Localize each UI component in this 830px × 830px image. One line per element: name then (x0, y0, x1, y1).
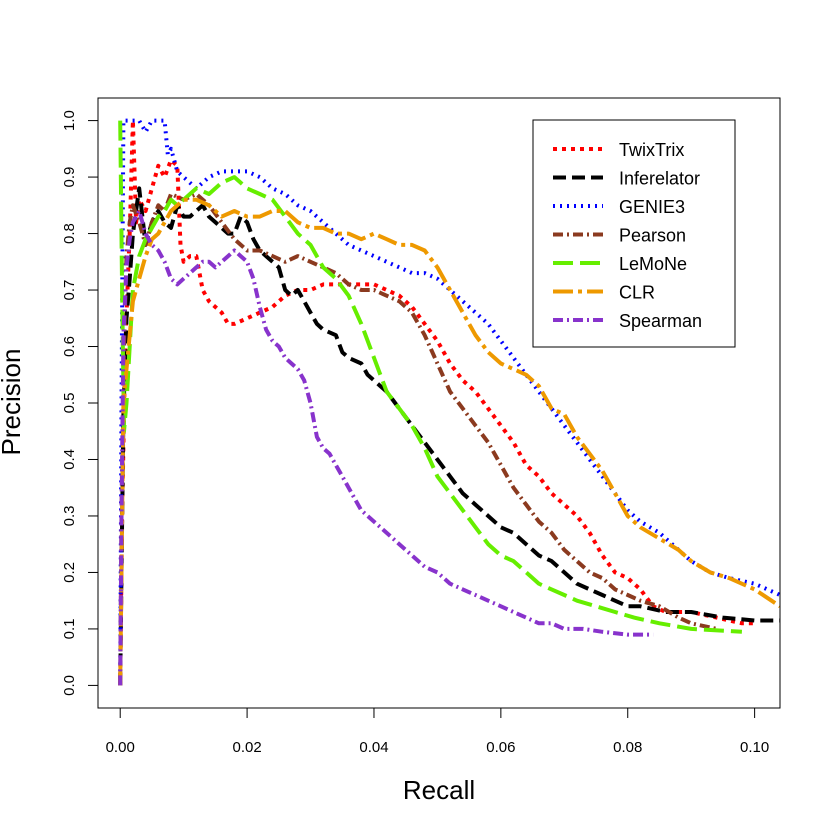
x-tick-label: 0.04 (359, 739, 388, 756)
y-tick-label: 0.4 (61, 449, 78, 470)
y-tick-label: 1.0 (61, 110, 78, 131)
y-axis-title: Precision (0, 349, 26, 456)
y-tick-label: 0.8 (61, 223, 78, 244)
x-tick-label: 0.02 (232, 739, 261, 756)
y-tick-label: 0.5 (61, 393, 78, 414)
y-tick-label: 0.0 (61, 675, 78, 696)
y-tick-label: 0.1 (61, 618, 78, 639)
legend: TwixTrix Inferelator GENIE3 Pearson LeMoNe CL… (532, 119, 736, 348)
y-tick-label: 0.2 (61, 562, 78, 583)
y-tick-label: 0.9 (61, 167, 78, 188)
y-tick-label: 0.3 (61, 506, 78, 527)
y-tick-label: 0.6 (61, 336, 78, 357)
axes: 0.00 0.02 0.04 0.06 0.08 0.10 0.0 0.1 0.2 0.3 0.4 0… (61, 97, 781, 756)
x-tick-label: 0.00 (106, 739, 135, 756)
series-line-inferelator (118, 186, 780, 686)
legend-label-spearman: Spearman (619, 311, 702, 331)
x-tick-label: 0.10 (740, 739, 769, 756)
series-line-pearson (118, 192, 718, 686)
x-tick-label: 0.08 (613, 739, 642, 756)
plot-series (118, 118, 780, 686)
legend-label-clr: CLR (619, 283, 655, 303)
legend-label-genie3: GENIE3 (619, 197, 685, 217)
x-axis-title: Recall (403, 775, 475, 805)
y-tick-label: 0.7 (61, 280, 78, 301)
series-line-spearman (118, 209, 654, 686)
x-tick-label: 0.06 (486, 739, 515, 756)
legend-label-twixtrix: TwixTrix (619, 140, 684, 160)
legend-label-lemone: LeMoNe (619, 254, 687, 274)
series-line-twixtrix (118, 118, 755, 686)
series-line-lemone (118, 120, 743, 634)
legend-box (532, 119, 736, 348)
legend-label-pearson: Pearson (619, 226, 686, 246)
series-line-clr (118, 197, 780, 686)
series-line-genie3 (118, 118, 780, 686)
legend-label-inferelator: Inferelator (619, 169, 700, 189)
